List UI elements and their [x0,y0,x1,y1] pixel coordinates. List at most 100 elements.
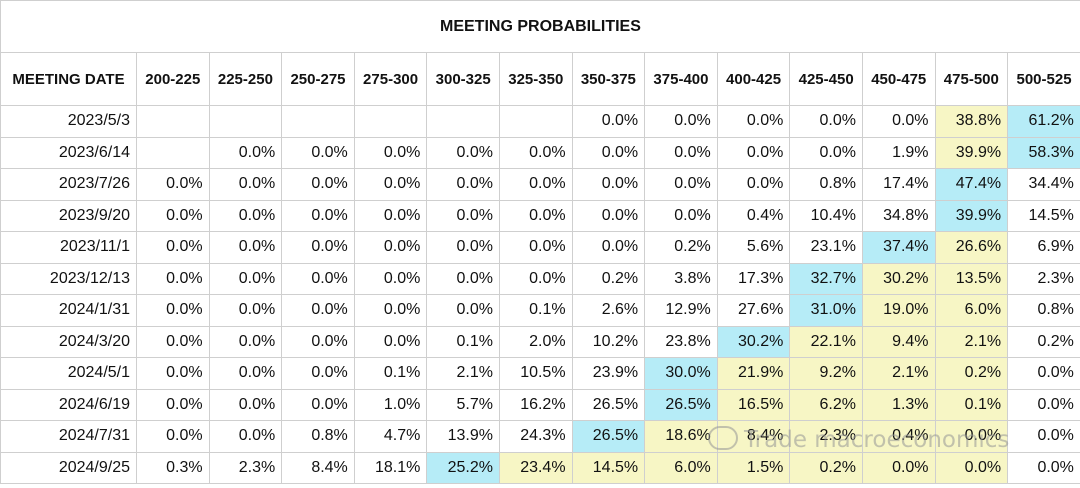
probability-cell: 0.0% [644,168,718,201]
probability-cell: 6.9% [1007,231,1080,264]
rate-range-header: 400-425 [716,52,791,106]
probability-cell: 21.9% [716,357,791,390]
probability-cell: 0.0% [136,325,210,358]
rate-range-header: 375-400 [644,52,718,106]
probability-cell: 0.8% [789,168,863,201]
probability-cell [498,105,573,138]
probability-cell: 8.4% [716,420,791,453]
probability-cell: 0.0% [571,136,646,169]
table-row: 2023/6/14 0.0% 0.0% 0.0% 0.0% 0.0% 0.0% 0.0% 0.0… [0,136,1080,169]
meeting-date-cell: 2023/9/20 [0,199,137,232]
probability-cell: 2.0% [498,325,573,358]
table-row: 2024/5/1 0.0% 0.0% 0.0% 0.1% 2.1% 10.5% 23.9% 30… [0,357,1080,390]
probability-cell: 0.0% [789,105,863,138]
probability-cell: 0.0% [1007,388,1080,421]
probability-cell: 2.3% [208,451,283,484]
probability-cell: 0.0% [353,262,428,295]
rate-range-header: 250-275 [281,52,355,106]
probability-cell: 0.0% [498,136,573,169]
probability-cell [353,105,428,138]
probability-cell: 0.0% [1007,357,1080,390]
probability-cell: 0.0% [1007,451,1080,484]
title-row: MEETING PROBABILITIES [0,0,1080,53]
rate-range-header: 500-525 [1007,52,1080,106]
meeting-date-cell: 2024/6/19 [0,388,137,421]
probability-cell: 2.3% [1007,262,1080,295]
probability-cell: 23.4% [498,451,573,484]
probability-cell: 0.0% [353,231,428,264]
probability-cell: 0.0% [644,136,718,169]
probability-cell: 0.2% [644,231,718,264]
probability-cell: 24.3% [498,420,573,453]
meeting-date-cell: 2023/12/13 [0,262,137,295]
rate-range-header: 425-450 [789,52,863,106]
probability-cell: 3.8% [644,262,718,295]
probability-cell: 47.4% [934,168,1009,201]
meeting-date-cell: 2024/5/1 [0,357,137,390]
probability-cell: 0.2% [571,262,646,295]
probability-cell: 0.0% [571,168,646,201]
meeting-date-header: MEETING DATE [0,52,137,106]
probability-cell: 23.1% [789,231,863,264]
probability-cell: 0.0% [136,168,210,201]
probability-cell [208,105,283,138]
probability-cell: 13.9% [426,420,500,453]
probability-cell: 2.1% [426,357,500,390]
probability-cell: 0.0% [716,105,791,138]
table-row: 2023/5/3 0.0% 0.0% 0.0% 0.0% 0.0% 38.8% 61.2% [0,105,1080,138]
probability-cell: 0.0% [644,199,718,232]
table-title: MEETING PROBABILITIES [0,0,1080,53]
probability-cell: 0.0% [208,388,283,421]
probability-cell: 16.5% [716,388,791,421]
probability-cell: 22.1% [789,325,863,358]
header-row: MEETING DATE 200-225 225-250 250-275 275-30… [0,52,1080,106]
probability-cell: 27.6% [716,294,791,327]
rate-range-header: 200-225 [136,52,210,106]
probability-cell: 16.2% [498,388,573,421]
probability-cell: 61.2% [1007,105,1080,138]
probability-cell: 0.0% [281,388,355,421]
probability-cell: 0.0% [426,168,500,201]
probability-cell: 0.0% [498,199,573,232]
rate-range-header: 325-350 [498,52,573,106]
probability-cell: 0.0% [644,105,718,138]
probability-cell: 0.1% [353,357,428,390]
meeting-date-cell: 2024/9/25 [0,451,137,484]
probability-cell: 31.0% [789,294,863,327]
probability-cell: 0.0% [353,199,428,232]
rate-range-header: 350-375 [571,52,646,106]
probability-cell: 0.4% [861,420,936,453]
table-row: 2023/9/20 0.0% 0.0% 0.0% 0.0% 0.0% 0.0% 0.0% 0.0… [0,199,1080,232]
probability-cell [136,136,210,169]
probability-cell: 23.8% [644,325,718,358]
probability-cell: 0.1% [426,325,500,358]
probability-cell: 0.0% [208,199,283,232]
probability-cell: 0.0% [208,231,283,264]
probability-cell: 1.3% [861,388,936,421]
probability-cell: 14.5% [571,451,646,484]
table-row: 2024/9/25 0.3% 2.3% 8.4% 18.1% 25.2% 23.4% 14.5… [0,451,1080,484]
probability-cell: 30.2% [716,325,791,358]
probability-cell: 6.2% [789,388,863,421]
probability-cell: 10.4% [789,199,863,232]
probability-cell: 0.0% [716,168,791,201]
table-row: 2024/3/20 0.0% 0.0% 0.0% 0.0% 0.1% 2.0% 10.2% 23… [0,325,1080,358]
probability-cell: 0.0% [281,199,355,232]
rate-range-header: 275-300 [353,52,428,106]
probability-cell: 0.0% [136,420,210,453]
probability-cell: 0.8% [1007,294,1080,327]
probability-cell: 0.0% [353,294,428,327]
probability-cell: 12.9% [644,294,718,327]
probability-cell: 32.7% [789,262,863,295]
probability-cell: 17.4% [861,168,936,201]
probability-cell: 9.2% [789,357,863,390]
meeting-date-cell: 2023/5/3 [0,105,137,138]
probability-cell: 26.5% [571,388,646,421]
probability-cell: 0.0% [426,136,500,169]
probability-cell: 0.2% [1007,325,1080,358]
probability-cell: 0.0% [136,262,210,295]
table-row: 2023/12/13 0.0% 0.0% 0.0% 0.0% 0.0% 0.0% 0.2% 3.… [0,262,1080,295]
probability-cell: 0.2% [934,357,1009,390]
